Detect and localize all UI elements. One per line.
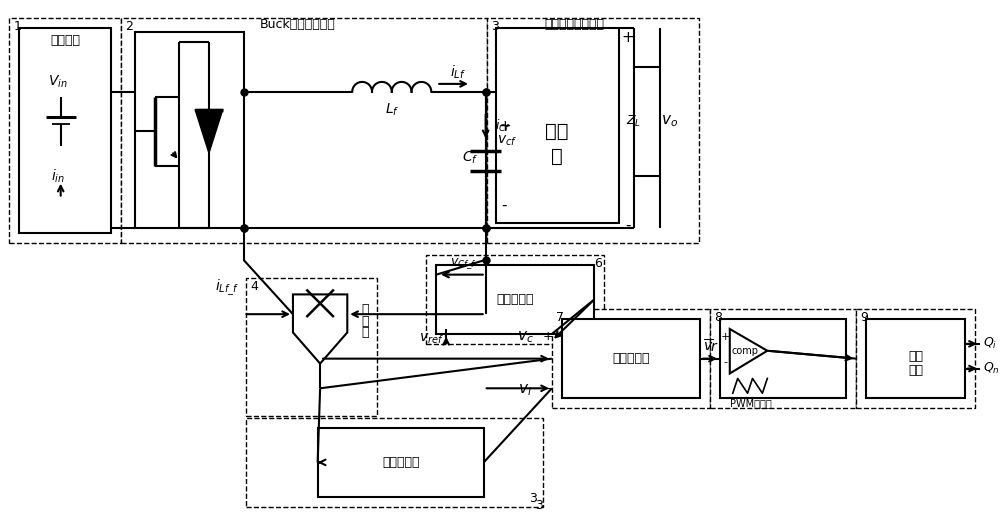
Text: $Z_L$: $Z_L$: [626, 114, 642, 129]
Bar: [246, 278, 377, 416]
Text: PWM调制器: PWM调制器: [730, 398, 771, 408]
Text: 器: 器: [551, 146, 563, 165]
Text: 9: 9: [860, 311, 868, 324]
Text: $v_o$: $v_o$: [661, 114, 678, 129]
Text: 3: 3: [491, 20, 498, 33]
Text: $\overline{v}$: $\overline{v}$: [703, 339, 713, 355]
Bar: [426, 255, 604, 344]
Text: 法: 法: [361, 314, 369, 328]
Text: 2: 2: [125, 20, 133, 33]
Bar: [318, 428, 484, 497]
Bar: [866, 319, 965, 398]
Text: 4: 4: [250, 280, 258, 293]
Text: comp: comp: [731, 346, 758, 356]
Bar: [720, 319, 846, 398]
Text: $L_f$: $L_f$: [385, 101, 399, 118]
Text: $v_c$: $v_c$: [517, 329, 534, 345]
Text: $V_{in}$: $V_{in}$: [48, 74, 68, 90]
Text: -: -: [502, 198, 507, 213]
Text: 1: 1: [13, 20, 21, 33]
Bar: [487, 18, 699, 243]
Text: $i_{Cf}$: $i_{Cf}$: [495, 118, 510, 134]
Text: 3: 3: [529, 492, 537, 505]
Text: $v_{cf}$: $v_{cf}$: [497, 134, 518, 148]
Text: $i_{Lf}$: $i_{Lf}$: [450, 63, 466, 81]
Text: +: +: [543, 330, 553, 343]
Bar: [19, 27, 111, 233]
Text: 电路: 电路: [908, 364, 923, 377]
Polygon shape: [730, 329, 767, 373]
Text: 乘: 乘: [361, 303, 369, 316]
Text: 7: 7: [556, 311, 564, 324]
Polygon shape: [293, 294, 347, 363]
Bar: [135, 33, 244, 228]
Text: $v_i$: $v_i$: [518, 383, 532, 398]
Bar: [710, 309, 856, 408]
Text: 6: 6: [594, 257, 602, 270]
Text: 带通滤波器: 带通滤波器: [382, 456, 419, 469]
Text: $i_{in}$: $i_{in}$: [51, 167, 65, 185]
Polygon shape: [195, 110, 223, 153]
Text: -: -: [545, 381, 551, 396]
Text: Buck类直直变换器: Buck类直直变换器: [260, 18, 336, 31]
Bar: [246, 418, 543, 507]
Text: $C_f$: $C_f$: [462, 150, 478, 166]
Text: 电流调节器: 电流调节器: [612, 352, 650, 365]
Text: +: +: [498, 119, 511, 134]
Bar: [9, 18, 121, 243]
Bar: [496, 27, 619, 223]
Text: $r$: $r$: [710, 340, 718, 354]
Bar: [436, 265, 594, 334]
Text: 单相逆变器及负载: 单相逆变器及负载: [545, 18, 605, 31]
Bar: [552, 309, 710, 408]
Bar: [121, 18, 487, 243]
Text: 3: 3: [535, 499, 543, 512]
Text: $v_{Cf\_f}$: $v_{Cf\_f}$: [450, 256, 477, 271]
Bar: [562, 319, 700, 398]
Text: 8: 8: [714, 311, 722, 324]
Text: $Q_n$: $Q_n$: [983, 361, 1000, 376]
Text: 电压调节器: 电压调节器: [497, 293, 534, 306]
Text: $i_{Lf\_f}$: $i_{Lf\_f}$: [215, 277, 239, 298]
Bar: [634, 67, 660, 176]
Text: -: -: [625, 218, 631, 233]
Text: 输入电源: 输入电源: [51, 34, 81, 47]
Text: 逆变: 逆变: [545, 122, 569, 141]
Text: 器: 器: [361, 326, 369, 340]
Text: 驱动: 驱动: [908, 350, 923, 363]
Text: -: -: [724, 357, 728, 367]
Bar: [856, 309, 975, 408]
Text: +: +: [721, 332, 731, 342]
Text: +: +: [622, 30, 634, 45]
Text: $v_{ref}$: $v_{ref}$: [419, 332, 444, 346]
Text: $Q_i$: $Q_i$: [983, 336, 997, 352]
